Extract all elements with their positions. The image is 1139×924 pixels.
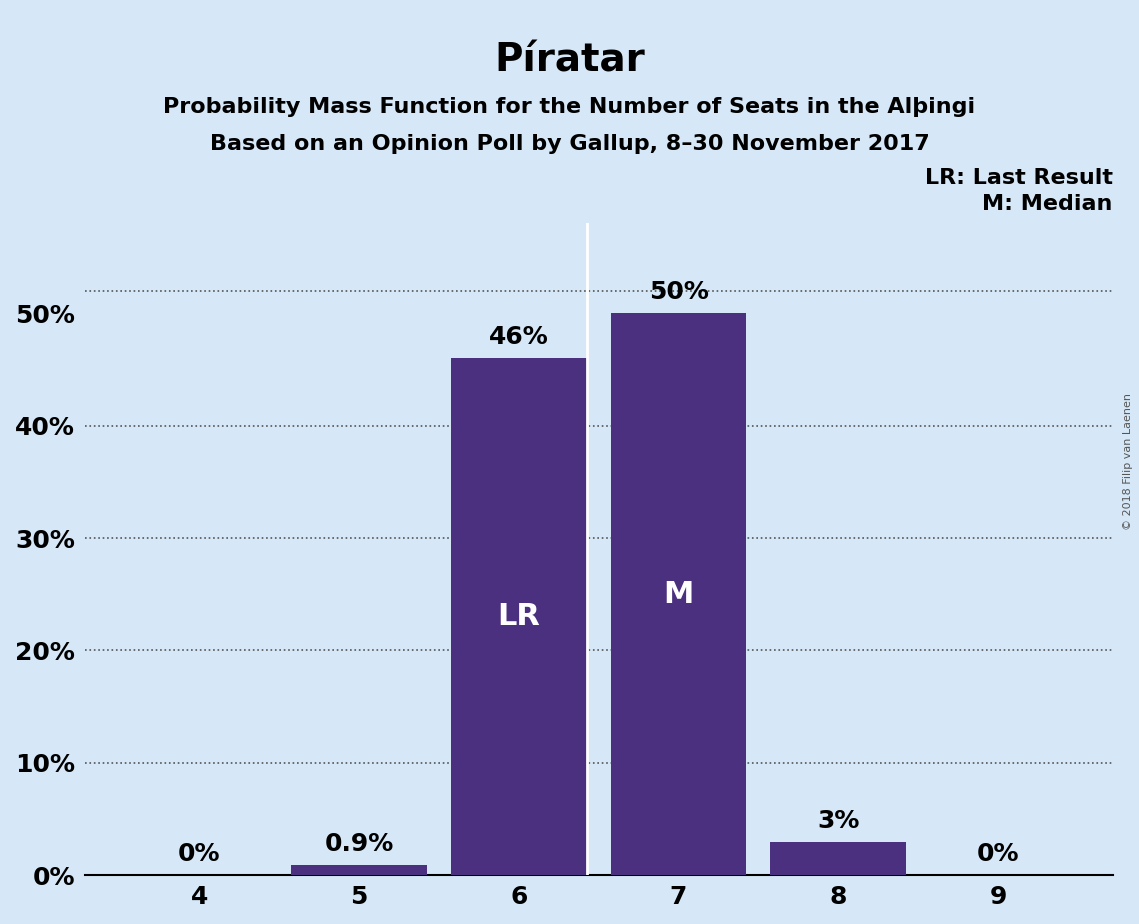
Text: Probability Mass Function for the Number of Seats in the Alþingi: Probability Mass Function for the Number… [163, 97, 976, 117]
Bar [451, 359, 587, 875]
Bar [292, 865, 427, 875]
Text: Based on an Opinion Poll by Gallup, 8–30 November 2017: Based on an Opinion Poll by Gallup, 8–30… [210, 134, 929, 154]
Text: M: Median: M: Median [982, 194, 1113, 214]
Text: © 2018 Filip van Laenen: © 2018 Filip van Laenen [1123, 394, 1133, 530]
Text: 0.9%: 0.9% [325, 833, 394, 857]
Text: M: M [663, 579, 694, 609]
Text: 0%: 0% [977, 843, 1019, 867]
Bar [770, 842, 907, 875]
Text: 0%: 0% [178, 843, 221, 867]
Text: LR: Last Result: LR: Last Result [925, 168, 1113, 188]
Text: Píratar: Píratar [494, 42, 645, 79]
Text: 3%: 3% [817, 808, 860, 833]
Bar [611, 313, 746, 875]
Text: LR: LR [498, 602, 540, 631]
Text: 46%: 46% [489, 325, 549, 349]
Text: 50%: 50% [648, 280, 708, 304]
